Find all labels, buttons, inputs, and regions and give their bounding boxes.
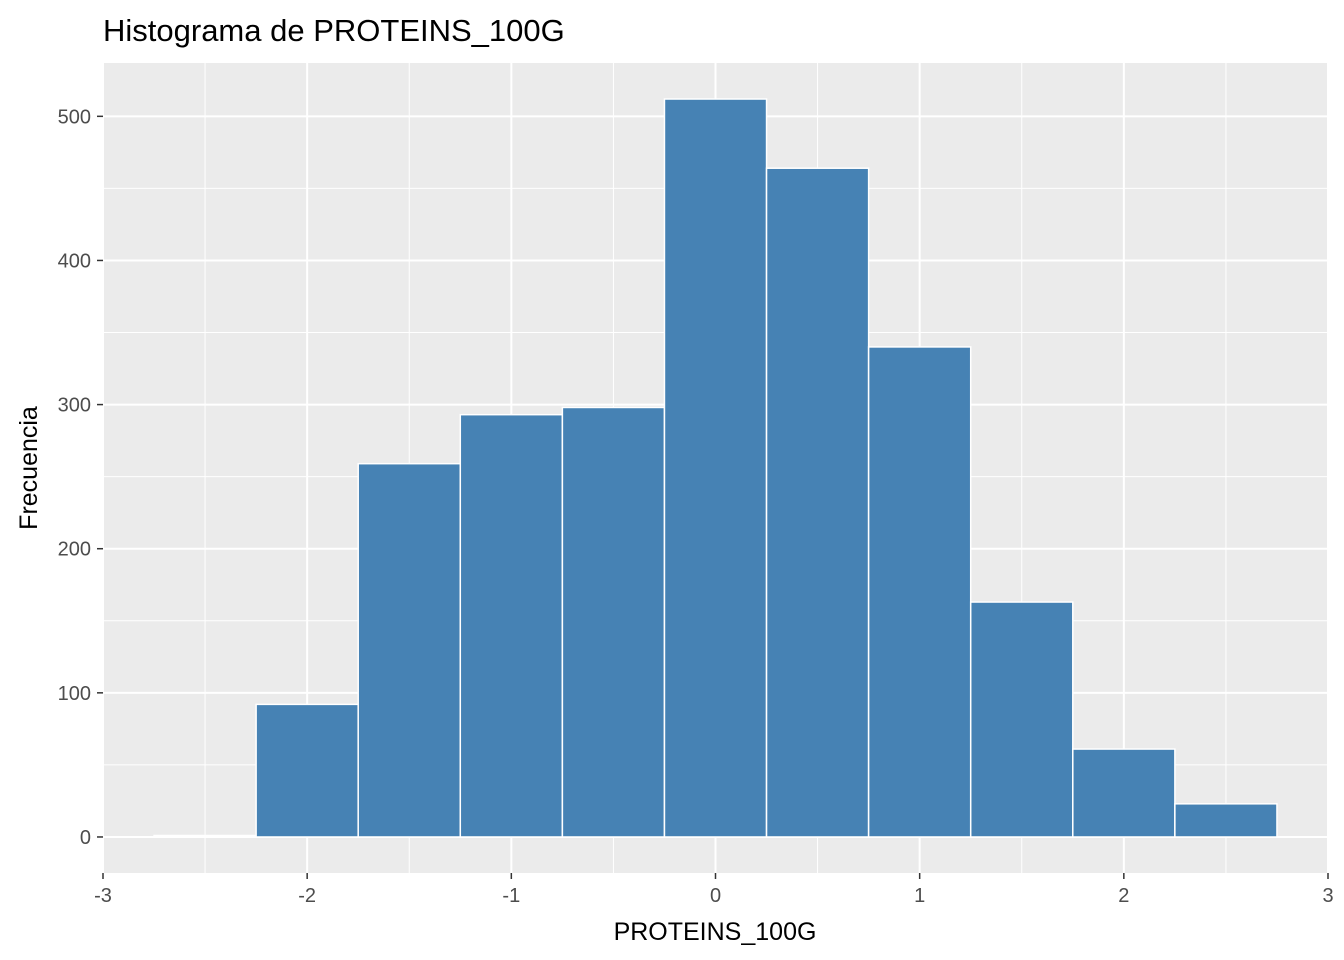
y-tick-label: 200 <box>58 539 91 561</box>
y-tick-label: 0 <box>80 827 91 849</box>
histogram-bar <box>765 167 870 838</box>
histogram-bar <box>867 346 972 838</box>
x-tick-label: 3 <box>1322 885 1333 907</box>
histogram-bars <box>153 98 1278 838</box>
x-tick-label: 0 <box>710 885 721 907</box>
x-tick-label: -3 <box>94 885 112 907</box>
histogram-bar <box>357 462 462 838</box>
histogram-bar <box>1072 748 1176 838</box>
histogram-bar <box>969 601 1074 838</box>
x-axis: -3 -2 -1 0 1 2 3 <box>94 873 1334 907</box>
histogram-bar <box>663 98 768 838</box>
y-axis-title: Frecuencia <box>15 406 43 530</box>
y-axis: 0 100 200 300 400 500 <box>58 106 103 849</box>
x-axis-title: PROTEINS_100G <box>614 918 817 946</box>
histogram-bar <box>1174 803 1278 838</box>
x-tick-label: -2 <box>298 885 316 907</box>
chart-title: Histograma de PROTEINS_100G <box>103 13 565 48</box>
histogram-bar <box>255 703 359 838</box>
x-tick-label: 1 <box>914 885 925 907</box>
x-tick-label: -1 <box>502 885 520 907</box>
histogram-bar <box>153 834 257 838</box>
x-tick-label: 2 <box>1118 885 1129 907</box>
histogram-bar <box>561 406 666 838</box>
y-tick-label: 500 <box>58 106 91 128</box>
y-tick-label: 300 <box>58 395 91 417</box>
histogram-bar <box>459 413 564 838</box>
y-tick-label: 400 <box>58 250 91 272</box>
y-tick-label: 100 <box>58 683 91 705</box>
